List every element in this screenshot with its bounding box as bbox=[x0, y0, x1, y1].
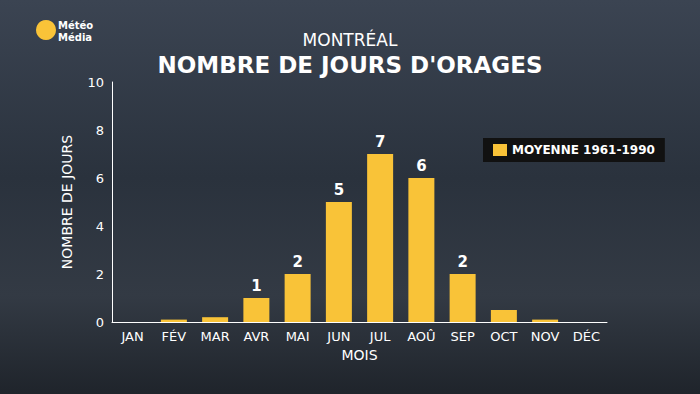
svg-text:JUL: JUL bbox=[369, 329, 391, 344]
svg-text:NOMBRE DE JOURS D'ORAGES: NOMBRE DE JOURS D'ORAGES bbox=[158, 52, 543, 78]
svg-text:Météo: Météo bbox=[58, 20, 93, 31]
svg-text:10: 10 bbox=[87, 75, 104, 90]
svg-text:7: 7 bbox=[375, 133, 385, 151]
svg-text:MOIS: MOIS bbox=[341, 347, 377, 363]
svg-text:0: 0 bbox=[96, 315, 104, 330]
svg-text:6: 6 bbox=[416, 157, 426, 175]
svg-text:JAN: JAN bbox=[121, 329, 144, 344]
svg-text:5: 5 bbox=[334, 181, 344, 199]
svg-text:OCT: OCT bbox=[490, 329, 517, 344]
svg-text:MOYENNE 1961-1990: MOYENNE 1961-1990 bbox=[512, 143, 655, 157]
svg-text:4: 4 bbox=[96, 219, 104, 234]
svg-text:AVR: AVR bbox=[243, 329, 269, 344]
svg-text:2: 2 bbox=[96, 267, 104, 282]
svg-text:Média: Média bbox=[58, 32, 92, 43]
svg-text:1: 1 bbox=[251, 277, 261, 295]
svg-text:2: 2 bbox=[457, 253, 467, 271]
svg-text:NOMBRE DE JOURS: NOMBRE DE JOURS bbox=[59, 135, 75, 269]
svg-text:SEP: SEP bbox=[450, 329, 474, 344]
svg-text:DÉC: DÉC bbox=[573, 329, 600, 344]
svg-text:JUN: JUN bbox=[326, 329, 350, 344]
svg-text:2: 2 bbox=[292, 253, 302, 271]
svg-text:6: 6 bbox=[96, 171, 104, 186]
svg-text:MAI: MAI bbox=[286, 329, 310, 344]
svg-text:AOÛ: AOÛ bbox=[407, 329, 435, 344]
svg-text:FÉV: FÉV bbox=[162, 329, 187, 344]
svg-text:8: 8 bbox=[96, 123, 104, 138]
svg-text:MONTRÉAL: MONTRÉAL bbox=[303, 29, 398, 50]
svg-text:MAR: MAR bbox=[201, 329, 230, 344]
svg-text:NOV: NOV bbox=[531, 329, 560, 344]
